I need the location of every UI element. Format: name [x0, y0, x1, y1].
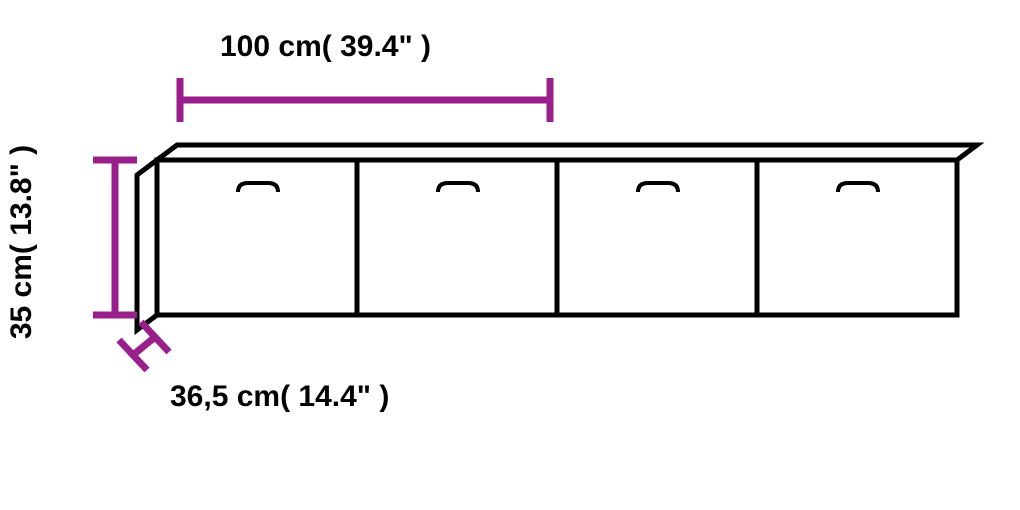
- width-label: 100 cm( 39.4" ): [220, 30, 431, 64]
- handle-2: [438, 183, 478, 192]
- height-label: 35 cm( 13.8" ): [5, 145, 39, 339]
- handle-4: [838, 183, 878, 192]
- cabinet-front: [157, 160, 957, 315]
- depth-dimension: [119, 322, 169, 370]
- diagram-canvas: 100 cm( 39.4" ) 35 cm( 13.8" ) 36,5 cm( …: [0, 0, 1020, 510]
- cabinet-side: [137, 160, 157, 330]
- width-dimension: [180, 78, 550, 122]
- handle-3: [638, 183, 678, 192]
- height-dimension: [93, 160, 137, 315]
- handle-1: [238, 183, 278, 192]
- drawing-svg: [0, 0, 1020, 510]
- depth-label: 36,5 cm( 14.4" ): [170, 380, 389, 414]
